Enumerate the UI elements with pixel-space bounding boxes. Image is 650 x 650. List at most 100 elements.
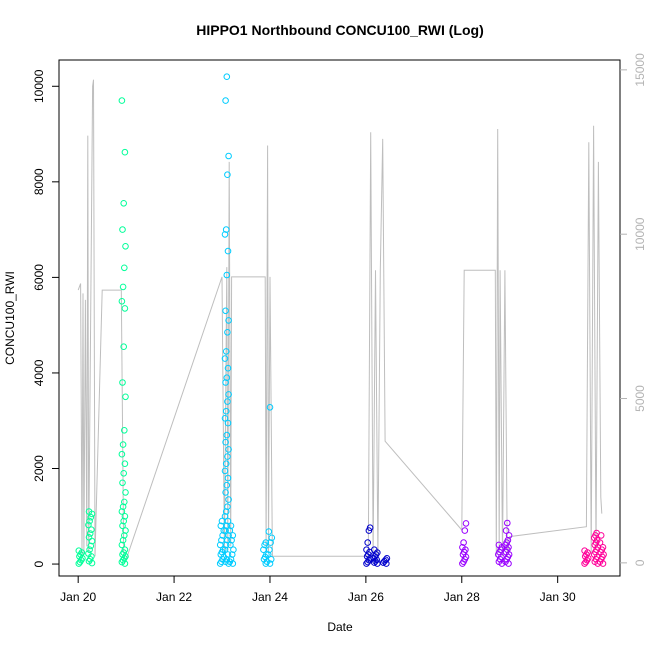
data-point-flight3-2-4	[383, 555, 391, 562]
y-tick-label-1: 2000	[32, 455, 46, 482]
data-point-flight2-1-21	[225, 446, 232, 453]
data-point-flight1-2-16	[119, 503, 127, 511]
data-point-flight1-2-21	[121, 460, 129, 468]
data-point-flight2-1-37	[223, 271, 231, 279]
data-point-flight1-2-19	[119, 479, 126, 487]
data-point-flight4-0-10	[462, 520, 470, 527]
plot-frame	[58, 59, 621, 577]
data-point-flight2-1-36	[222, 307, 229, 315]
data-point-flight1-1-15	[85, 508, 93, 515]
data-point-flight2-2-3	[228, 551, 236, 558]
y2-tick-label-1: 5000	[633, 385, 647, 412]
data-point-flight1-1-12	[86, 517, 93, 525]
data-point-flight1-2-13	[120, 517, 127, 525]
data-point-flight4-2-10	[504, 536, 512, 544]
data-point-flight1-2-6	[120, 549, 127, 556]
secondary-series-line	[77, 79, 603, 561]
data-point-flight2-1-19	[222, 460, 230, 468]
data-point-flight2-1-34	[224, 329, 231, 336]
data-point-flight2-4-2	[264, 551, 272, 558]
data-point-flight2-1-6	[224, 536, 231, 544]
data-point-flight1-1-9	[86, 530, 94, 537]
data-point-flight2-2-4	[230, 546, 237, 554]
data-point-flight1-2-24	[121, 427, 128, 434]
data-point-flight4-2-12	[502, 527, 510, 534]
x-tick-label-2: Jan 24	[252, 590, 288, 604]
data-point-flight4-0-8	[460, 539, 467, 546]
data-point-flight1-2-31	[121, 264, 128, 272]
data-point-flight3-1-8	[371, 546, 378, 554]
data-point-flight2-1-8	[222, 527, 229, 534]
data-point-flight2-0-6	[219, 546, 227, 554]
data-point-flight1-2-14	[121, 513, 129, 520]
data-point-flight2-1-11	[221, 513, 229, 520]
data-point-flight2-1-22	[222, 438, 229, 446]
data-point-flight1-1-10	[88, 526, 95, 534]
data-point-flight2-1-4	[221, 546, 229, 554]
data-point-flight2-1-5	[222, 541, 230, 549]
data-point-flight1-2-26	[119, 379, 126, 386]
x-tick-label-0: Jan 20	[60, 590, 96, 604]
data-point-flight2-4-7	[266, 404, 274, 411]
data-point-flight1-1-5	[86, 546, 93, 554]
data-point-flight1-2-30	[119, 283, 127, 291]
data-point-flight2-1-18	[221, 467, 229, 475]
y2-tick-label-3: 15000	[633, 53, 647, 87]
data-point-flight4-1-8	[495, 541, 503, 549]
y-tick-label-4: 8000	[32, 168, 46, 195]
data-point-flight2-2-5	[227, 541, 234, 549]
data-point-flight2-1-17	[224, 474, 232, 482]
data-point-flight1-2-36	[118, 97, 126, 104]
data-point-flight2-1-14	[225, 496, 232, 503]
data-point-flight2-3-7	[262, 539, 270, 546]
data-point-flight4-0-7	[459, 544, 466, 551]
data-point-flight2-4-3	[266, 546, 273, 554]
data-point-flight2-1-44	[223, 73, 231, 80]
data-point-flight2-1-42	[225, 152, 232, 160]
y2-tick-label-0: 0	[633, 559, 647, 566]
data-point-flight1-2-23	[119, 441, 127, 448]
data-point-flight2-1-25	[221, 415, 229, 422]
data-point-flight1-2-20	[120, 470, 127, 477]
data-point-flight1-2-35	[121, 148, 129, 156]
data-point-flight1-2-12	[119, 522, 126, 530]
plot-region: Jan 20 Jan 22 Jan 24 Jan 26 Jan 28 Jan 30 0 200…	[32, 53, 647, 604]
data-point-flight1-1-11	[85, 521, 92, 529]
data-point-flight5-0-7	[581, 547, 588, 555]
data-point-flight1-2-33	[119, 226, 126, 233]
data-point-flight1-2-8	[118, 541, 126, 549]
data-point-flight2-1-10	[224, 517, 232, 525]
data-point-flight1-2-11	[122, 527, 129, 534]
x-tick-label-5: Jan 30	[540, 590, 576, 604]
data-point-flight2-1-26	[222, 407, 230, 415]
data-point-flight2-3-4	[263, 551, 270, 558]
data-point-flight1-1-4	[85, 550, 92, 557]
data-point-flight1-2-18	[122, 489, 129, 496]
data-point-flight1-1-2	[86, 556, 94, 563]
data-point-flight2-2-8	[226, 527, 234, 534]
data-point-flight1-2-15	[118, 508, 126, 515]
data-point-flight2-1-20	[224, 453, 231, 460]
data-point-flight2-4-0	[266, 560, 274, 567]
data-point-flight1-2-25	[122, 393, 129, 401]
data-point-flight2-1-33	[222, 348, 230, 355]
y2-tick-label-2: 10000	[633, 217, 647, 251]
data-point-flight2-1-30	[223, 374, 231, 382]
y-tick-label-3: 6000	[32, 264, 46, 291]
data-point-flight2-4-1	[267, 556, 275, 563]
data-point-flight2-1-39	[221, 231, 229, 238]
data-point-flight2-1-43	[222, 97, 229, 104]
data-point-flight2-1-31	[224, 364, 232, 372]
data-point-flight1-2-17	[121, 498, 128, 506]
data-point-flight2-1-28	[225, 391, 232, 398]
data-point-flight4-2-11	[505, 532, 513, 539]
data-point-flight1-2-32	[122, 243, 129, 250]
data-point-flight3-2-3	[382, 556, 390, 564]
data-point-flight2-1-38	[224, 247, 232, 255]
data-point-flight1-1-6	[87, 542, 95, 550]
data-point-flight5-2-9	[597, 532, 605, 539]
data-point-flight2-1-12	[222, 508, 230, 515]
data-point-flight2-2-6	[228, 536, 235, 544]
data-point-flight1-2-7	[121, 546, 129, 554]
data-point-flight3-0-9	[365, 527, 373, 534]
